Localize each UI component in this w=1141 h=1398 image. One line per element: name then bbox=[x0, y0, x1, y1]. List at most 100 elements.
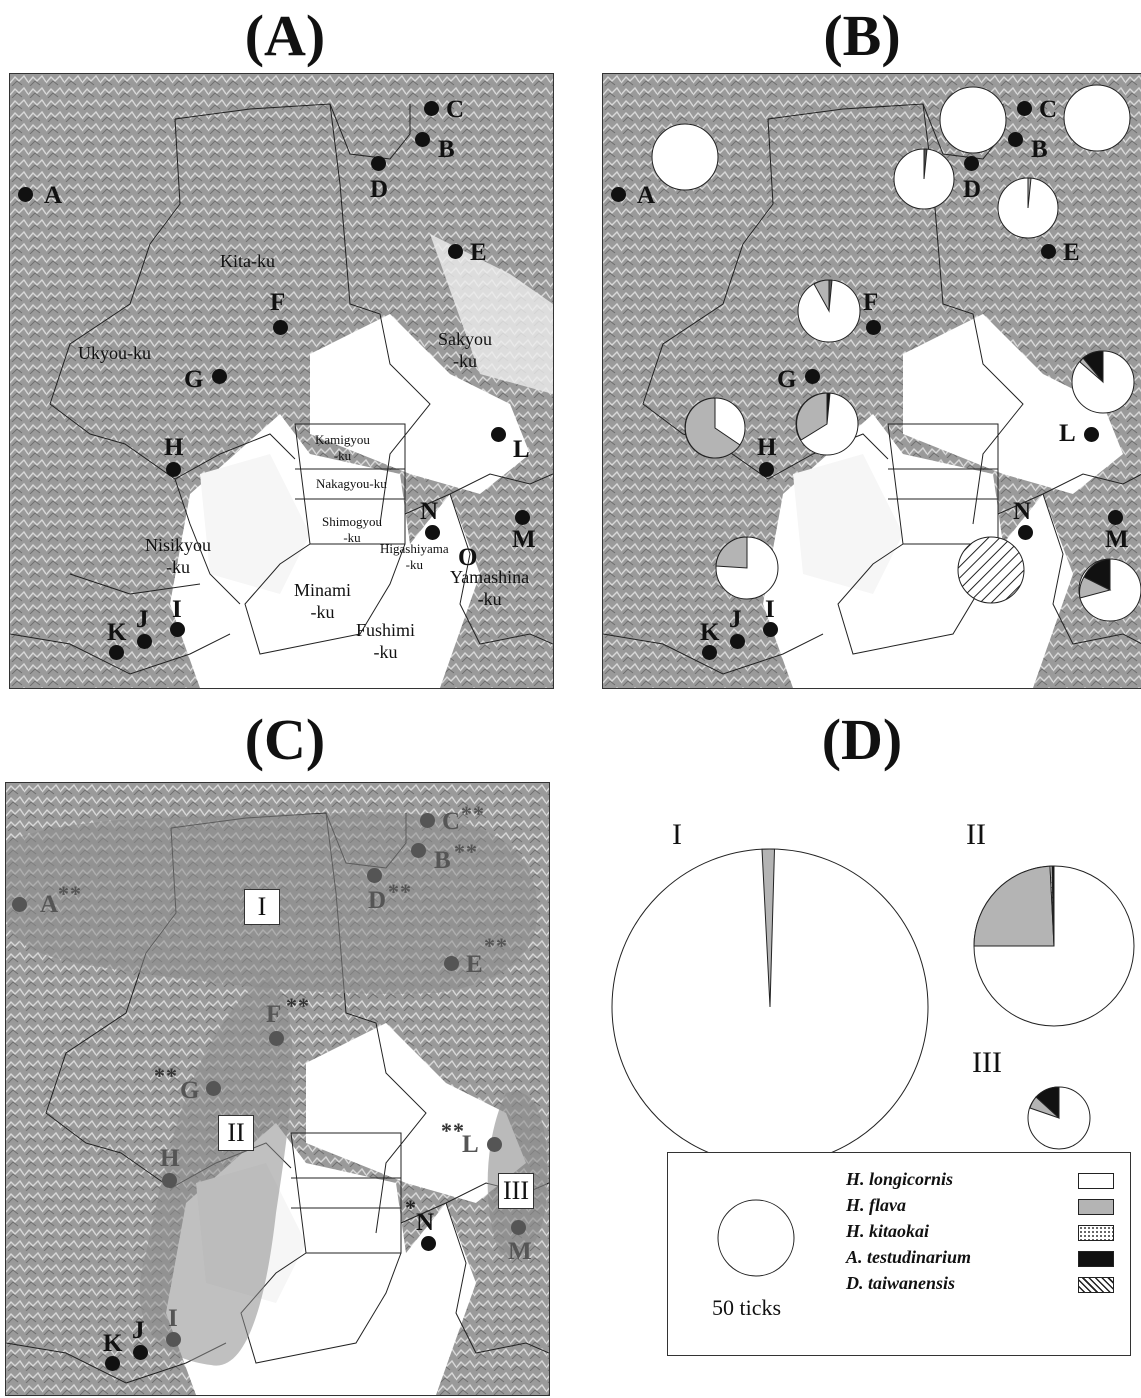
site-label-e: E bbox=[470, 239, 487, 266]
site-label-c: C bbox=[446, 96, 465, 123]
site-dot-n bbox=[425, 525, 440, 540]
ward-label-kita: Kita-ku bbox=[220, 251, 275, 271]
site-label-h: H bbox=[757, 434, 777, 461]
pie-site-b bbox=[939, 86, 1007, 154]
terrain-relief-c bbox=[6, 783, 549, 1395]
ward-label-higashiyama: Higashiyama -ku bbox=[380, 541, 449, 572]
legend-label-d-taiwanensis: D. taiwanensis bbox=[846, 1273, 956, 1293]
site-dot-f bbox=[269, 1031, 284, 1046]
site-dot-e bbox=[444, 956, 459, 971]
legend-swatch-h-flava bbox=[1078, 1199, 1114, 1215]
region-i-label: I bbox=[244, 889, 280, 925]
ward-label-nisikyou: Nisikyou -ku bbox=[145, 535, 212, 577]
site-dot-n bbox=[421, 1236, 436, 1251]
region-iii-label: III bbox=[498, 1173, 534, 1209]
site-dot-d bbox=[964, 156, 979, 171]
site-dot-h bbox=[166, 462, 181, 477]
site-label-f: F bbox=[266, 1001, 282, 1028]
site-label-c: C bbox=[1039, 96, 1058, 123]
site-label-g: G bbox=[777, 366, 797, 393]
site-dot-l bbox=[1084, 427, 1099, 442]
site-label-j: J bbox=[729, 606, 742, 633]
pie-region-ii bbox=[973, 865, 1135, 1027]
site-dot-l bbox=[491, 427, 506, 442]
terrain-relief bbox=[10, 74, 553, 688]
terrain-relief-b bbox=[603, 74, 1141, 688]
ward-label-shimogyou: Shimogyou -ku bbox=[322, 514, 382, 545]
site-label-m: M bbox=[1105, 526, 1129, 553]
site-label-d: D bbox=[368, 887, 387, 914]
site-label-n: N bbox=[416, 1209, 435, 1236]
ward-label-kamigyou: Kamigyou -ku bbox=[315, 432, 370, 463]
significance-l: ** bbox=[441, 1118, 465, 1143]
ward-label-nakagyou: Nakagyou-ku bbox=[316, 476, 387, 491]
significance-e: ** bbox=[484, 933, 508, 958]
site-label-e: E bbox=[466, 951, 483, 978]
site-dot-m bbox=[1108, 510, 1123, 525]
site-label-e: E bbox=[1063, 239, 1080, 266]
panel-b-title: (B) bbox=[823, 3, 901, 68]
site-label-a: A bbox=[44, 182, 63, 209]
site-dot-a bbox=[12, 897, 27, 912]
site-dot-g bbox=[805, 369, 820, 384]
site-label-k: K bbox=[107, 619, 127, 646]
legend-swatch-h-longicornis bbox=[1078, 1173, 1114, 1189]
site-dot-c bbox=[420, 813, 435, 828]
site-label-h: H bbox=[164, 434, 184, 461]
pie-site-c bbox=[1063, 84, 1131, 152]
site-dot-j bbox=[133, 1345, 148, 1360]
pie-site-n bbox=[957, 536, 1025, 604]
region-iii-pie-label: III bbox=[972, 1046, 1002, 1079]
pie-site-a bbox=[651, 123, 719, 191]
legend-reference-circle bbox=[717, 1199, 795, 1277]
legend-box: 50 ticks H. longicornis H. flava H. kita… bbox=[667, 1152, 1131, 1356]
site-dot-f bbox=[866, 320, 881, 335]
significance-f: ** bbox=[286, 993, 310, 1018]
region-ii-pie-label: II bbox=[966, 818, 986, 851]
site-dot-j bbox=[137, 634, 152, 649]
site-dot-k bbox=[702, 645, 717, 660]
site-dot-h bbox=[162, 1173, 177, 1188]
site-label-i: I bbox=[172, 596, 182, 623]
legend-swatch-d-taiwanensis bbox=[1078, 1277, 1114, 1293]
site-label-k: K bbox=[103, 1330, 123, 1357]
panel-a-title: (A) bbox=[244, 3, 326, 68]
map-panel-b: A C B D E F G H L N M I J K bbox=[602, 73, 1141, 689]
site-dot-h bbox=[759, 462, 774, 477]
site-label-b: B bbox=[434, 847, 451, 874]
site-dot-g bbox=[206, 1081, 221, 1096]
legend-swatch-h-kitaokai bbox=[1078, 1225, 1114, 1241]
site-dot-e bbox=[448, 244, 463, 259]
site-label-l: L bbox=[1059, 420, 1076, 447]
site-dot-f bbox=[273, 320, 288, 335]
ward-label-sakyou: Sakyou -ku bbox=[438, 329, 492, 371]
site-label-b: B bbox=[1031, 136, 1048, 163]
site-dot-c bbox=[1017, 101, 1032, 116]
site-label-n: N bbox=[1013, 498, 1032, 525]
site-dot-e bbox=[1041, 244, 1056, 259]
pie-region-i bbox=[611, 848, 929, 1166]
pie-region-iii bbox=[1027, 1086, 1091, 1150]
ward-label-fushimi: Fushimi -ku bbox=[356, 620, 416, 662]
site-label-j: J bbox=[136, 606, 149, 633]
site-dot-l bbox=[487, 1137, 502, 1152]
site-dot-d bbox=[367, 868, 382, 883]
site-label-h: H bbox=[160, 1145, 180, 1172]
legend-reference-label: 50 ticks bbox=[712, 1295, 782, 1320]
site-dot-a bbox=[18, 187, 33, 202]
site-label-a: A bbox=[637, 182, 656, 209]
site-label-a: A bbox=[40, 891, 59, 918]
panel-c-title: (C) bbox=[244, 707, 326, 772]
ward-label-minami: Minami -ku bbox=[294, 580, 351, 622]
significance-a: ** bbox=[58, 881, 82, 906]
site-dot-m bbox=[511, 1220, 526, 1235]
site-dot-k bbox=[105, 1356, 120, 1371]
site-dot-a bbox=[611, 187, 626, 202]
site-label-i: I bbox=[168, 1305, 178, 1332]
site-label-j: J bbox=[132, 1317, 145, 1344]
significance-n: * bbox=[405, 1195, 417, 1220]
ward-label-ukyou: Ukyou-ku bbox=[78, 343, 151, 363]
site-dot-j bbox=[730, 634, 745, 649]
region-i-pie-label: I bbox=[672, 818, 682, 851]
site-label-d: D bbox=[963, 176, 982, 203]
